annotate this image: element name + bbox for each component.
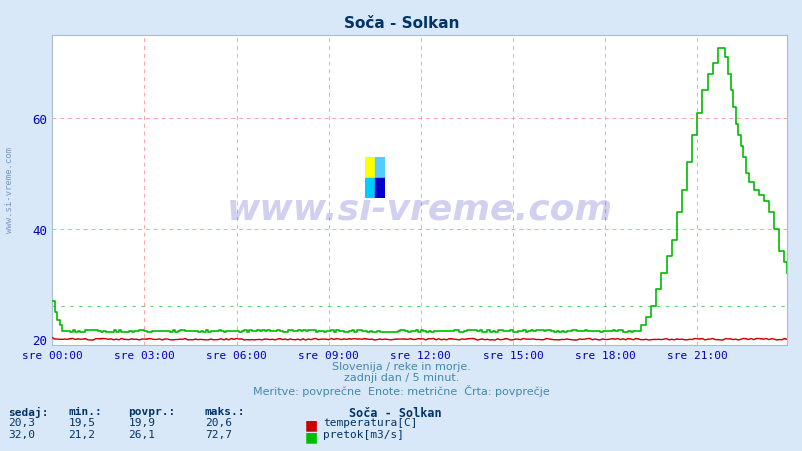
Text: www.si-vreme.com: www.si-vreme.com (226, 192, 612, 226)
Text: sedaj:: sedaj: (8, 406, 48, 417)
Text: 20,6: 20,6 (205, 417, 232, 427)
Text: Slovenija / reke in morje.: Slovenija / reke in morje. (332, 361, 470, 371)
Text: 21,2: 21,2 (68, 429, 95, 439)
Text: min.:: min.: (68, 406, 102, 416)
Text: maks.:: maks.: (205, 406, 245, 416)
Text: 32,0: 32,0 (8, 429, 35, 439)
Text: 72,7: 72,7 (205, 429, 232, 439)
Bar (375, 158, 385, 178)
Text: 19,9: 19,9 (128, 417, 156, 427)
Bar (375, 178, 385, 198)
Text: Soča - Solkan: Soča - Solkan (349, 406, 441, 419)
Text: Meritve: povprečne  Enote: metrične  Črta: povprečje: Meritve: povprečne Enote: metrične Črta:… (253, 384, 549, 396)
Text: 26,1: 26,1 (128, 429, 156, 439)
Text: temperatura[C]: temperatura[C] (322, 417, 417, 427)
Bar (365, 158, 375, 178)
Bar (365, 178, 375, 198)
Text: zadnji dan / 5 minut.: zadnji dan / 5 minut. (343, 373, 459, 382)
Text: pretok[m3/s]: pretok[m3/s] (322, 429, 403, 439)
Text: ■: ■ (305, 417, 318, 431)
Text: povpr.:: povpr.: (128, 406, 176, 416)
Text: 20,3: 20,3 (8, 417, 35, 427)
Text: Soča - Solkan: Soča - Solkan (343, 16, 459, 31)
Text: 19,5: 19,5 (68, 417, 95, 427)
Text: ■: ■ (305, 429, 318, 443)
Text: www.si-vreme.com: www.si-vreme.com (5, 147, 14, 232)
